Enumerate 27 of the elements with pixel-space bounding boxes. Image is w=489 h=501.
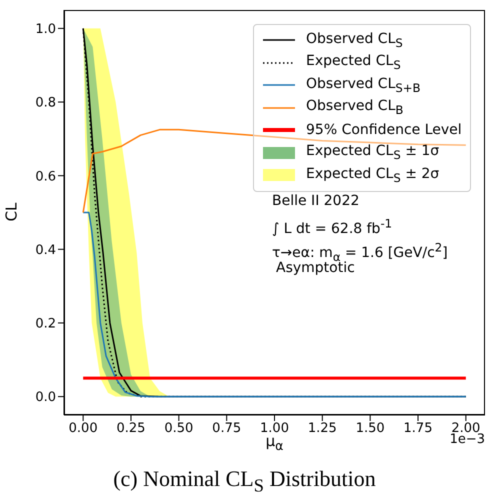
legend-label: Expected CL$_{S}$ ± 2σ <box>306 166 440 185</box>
text: (c) Nominal CL$_{S}$ Distribution <box>113 466 376 496</box>
x-tick-label: 0.25 <box>116 421 146 436</box>
x-tick-label: 1.25 <box>308 421 337 436</box>
x-tick-label: 1.75 <box>404 421 432 436</box>
legend-label: Observed CL$_{B}$ <box>306 98 404 118</box>
y-tick-label: 0.2 <box>35 316 56 332</box>
y-tick-label: 0.8 <box>35 96 56 111</box>
y-tick-label: 1.0 <box>35 22 56 38</box>
annotation: Asymptotic <box>276 260 355 276</box>
line-series <box>82 212 467 398</box>
y-tick-label: 0.0 <box>35 390 56 406</box>
legend-label: Observed CL$_{S+B}$ <box>306 76 421 95</box>
x-tick-label: 0.00 <box>68 421 98 436</box>
x-tick-label: 1.50 <box>356 421 385 436</box>
x-tick-label: 0.75 <box>212 421 242 436</box>
y-tick-label: 0.6 <box>35 169 56 184</box>
legend-label: Expected CL$_{S}$ ± 1σ <box>306 143 440 162</box>
x-tick-label: 0.50 <box>164 421 194 436</box>
annotation: Belle II 2022 <box>272 193 360 209</box>
text: 1e−3 <box>450 432 485 447</box>
annotation: ∫ L dt = 62.8 fb$^{-1}$ <box>272 216 392 237</box>
y-tick-label: 0.4 <box>35 242 56 258</box>
legend-label: 95% Confidence Level <box>306 122 462 138</box>
y-axis-title: CL <box>2 202 20 221</box>
legend-label: Observed CL$_{S}$ <box>306 30 403 50</box>
legend-label: Expected CL$_{S}$ <box>306 53 401 72</box>
